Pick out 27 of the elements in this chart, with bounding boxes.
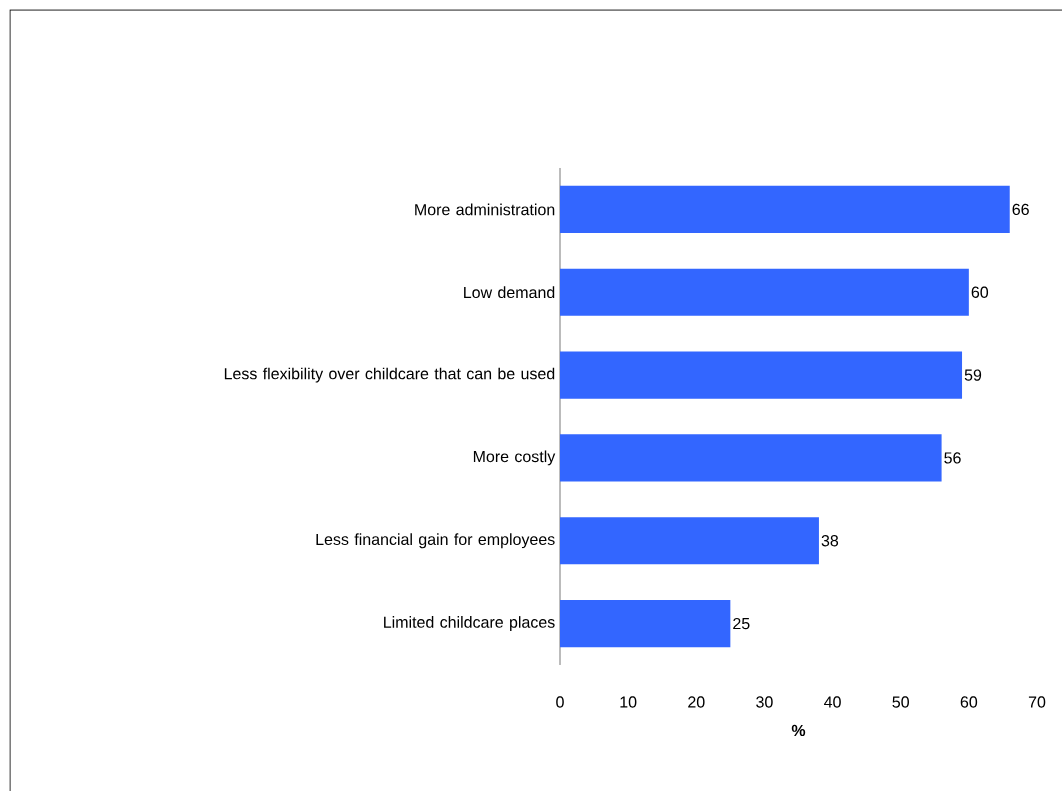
x-tick-label: 0 xyxy=(556,696,564,708)
x-tick-label: 70 xyxy=(1028,696,1046,708)
x-tick-label: 50 xyxy=(892,696,909,708)
y-tick-label: More costly xyxy=(473,450,556,466)
data-label: 38 xyxy=(821,535,839,547)
bar xyxy=(560,517,819,565)
y-tick-label: Less financial gain for employees xyxy=(316,533,555,549)
x-tick-label: 10 xyxy=(620,696,637,708)
data-label: 66 xyxy=(1012,203,1029,216)
data-label: 59 xyxy=(964,369,982,381)
data-label: 56 xyxy=(944,452,961,464)
y-tick-label: Limited childcare places xyxy=(384,616,555,632)
bar xyxy=(560,268,969,316)
y-tick-label: Less flexibility over childcare that can be used xyxy=(224,367,555,383)
bar xyxy=(560,351,963,399)
x-tick-label: 30 xyxy=(756,696,773,708)
bar xyxy=(560,599,731,648)
data-label: 60 xyxy=(971,286,989,298)
data-label: 25 xyxy=(733,617,750,630)
y-tick-label: More administration xyxy=(415,203,555,216)
x-tick-label: 40 xyxy=(824,696,841,708)
bar xyxy=(560,185,1010,234)
y-tick-label: Low demand xyxy=(464,286,555,299)
x-tick-label: 20 xyxy=(688,696,705,708)
bar xyxy=(560,434,942,482)
x-tick-label: 60 xyxy=(960,696,978,708)
x-axis-title: % xyxy=(791,724,806,737)
